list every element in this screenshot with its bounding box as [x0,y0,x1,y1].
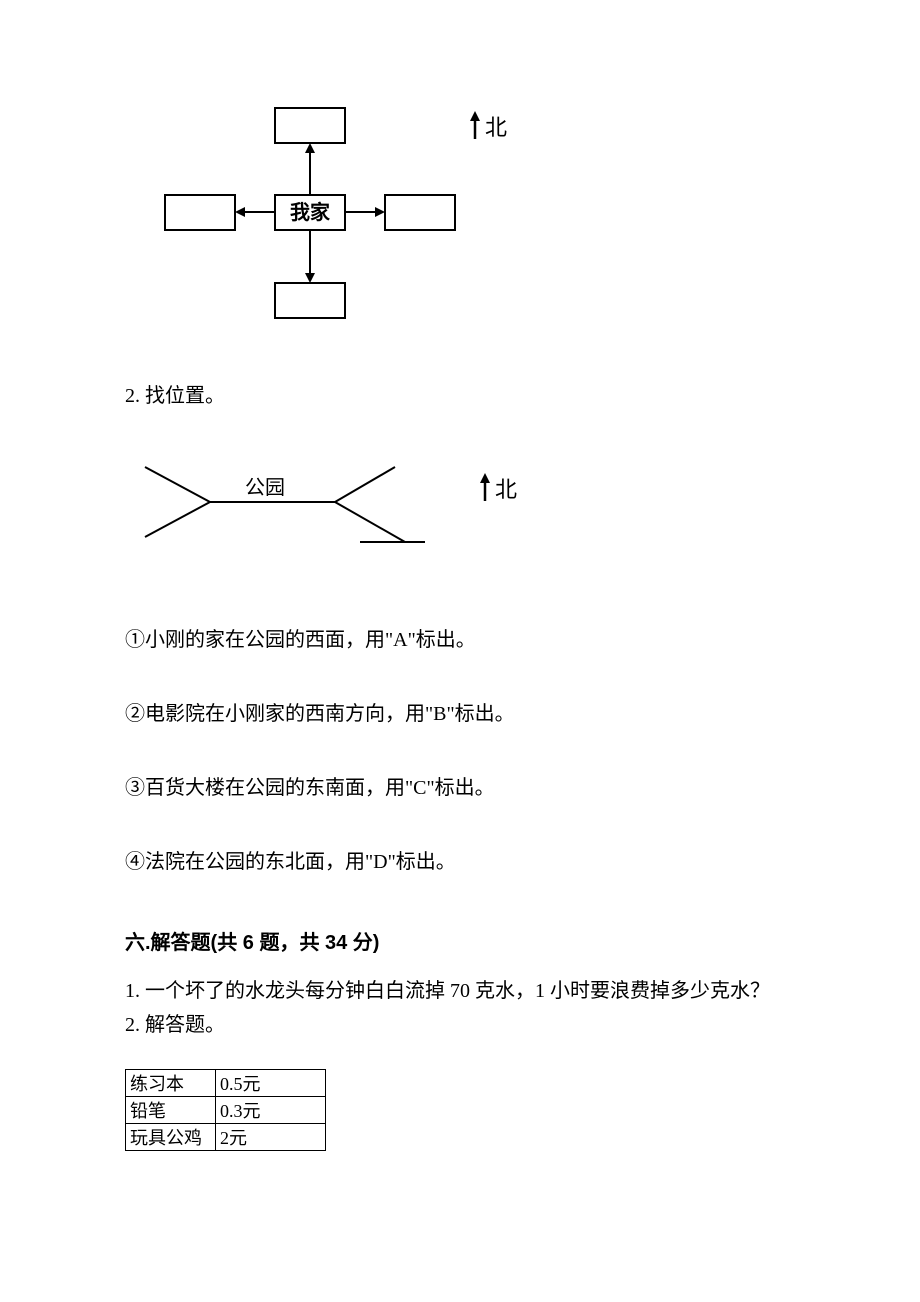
north-arrow-icon-2 [475,473,495,503]
north-indicator-1: 北 [465,110,507,142]
north-arrow-icon [465,111,485,141]
table-row: 练习本 0.5元 [126,1070,326,1097]
price-cell: 0.5元 [216,1070,326,1097]
table-row: 铅笔 0.3元 [126,1097,326,1124]
park-svg: 公园 [135,452,425,562]
price-cell: 0.3元 [216,1097,326,1124]
price-table: 练习本 0.5元 铅笔 0.3元 玩具公鸡 2元 [125,1069,326,1151]
q2-sub4: ④法院在公园的东北面，用"D"标出。 [125,846,795,878]
compass-svg: 我家 [145,100,475,330]
item-cell: 练习本 [126,1070,216,1097]
table-row: 玩具公鸡 2元 [126,1124,326,1151]
north-label-2: 北 [495,472,517,504]
item-cell: 铅笔 [126,1097,216,1124]
section6-q1: 1. 一个坏了的水龙头每分钟白白流掉 70 克水，1 小时要浪费掉多少克水？ [125,975,795,1007]
compass-diagram-container: 我家 [125,100,795,340]
north-label-1: 北 [485,110,507,142]
park-label: 公园 [245,477,285,499]
park-diagram-container: 公园 北 [125,452,795,582]
q2-sub1: ①小刚的家在公园的西面，用"A"标出。 [125,624,795,656]
price-cell: 2元 [216,1124,326,1151]
section6-q2: 2. 解答题。 [125,1009,795,1041]
compass-diagram: 我家 [145,100,475,335]
q2-sub2: ②电影院在小刚家的西南方向，用"B"标出。 [125,698,795,730]
section6-header: 六.解答题(共 6 题，共 34 分) [125,926,795,955]
q2-title: 2. 找位置。 [125,380,795,412]
center-label: 我家 [290,200,331,224]
q2-sub3: ③百货大楼在公园的东南面，用"C"标出。 [125,772,795,804]
north-indicator-2: 北 [475,472,517,504]
item-cell: 玩具公鸡 [126,1124,216,1151]
